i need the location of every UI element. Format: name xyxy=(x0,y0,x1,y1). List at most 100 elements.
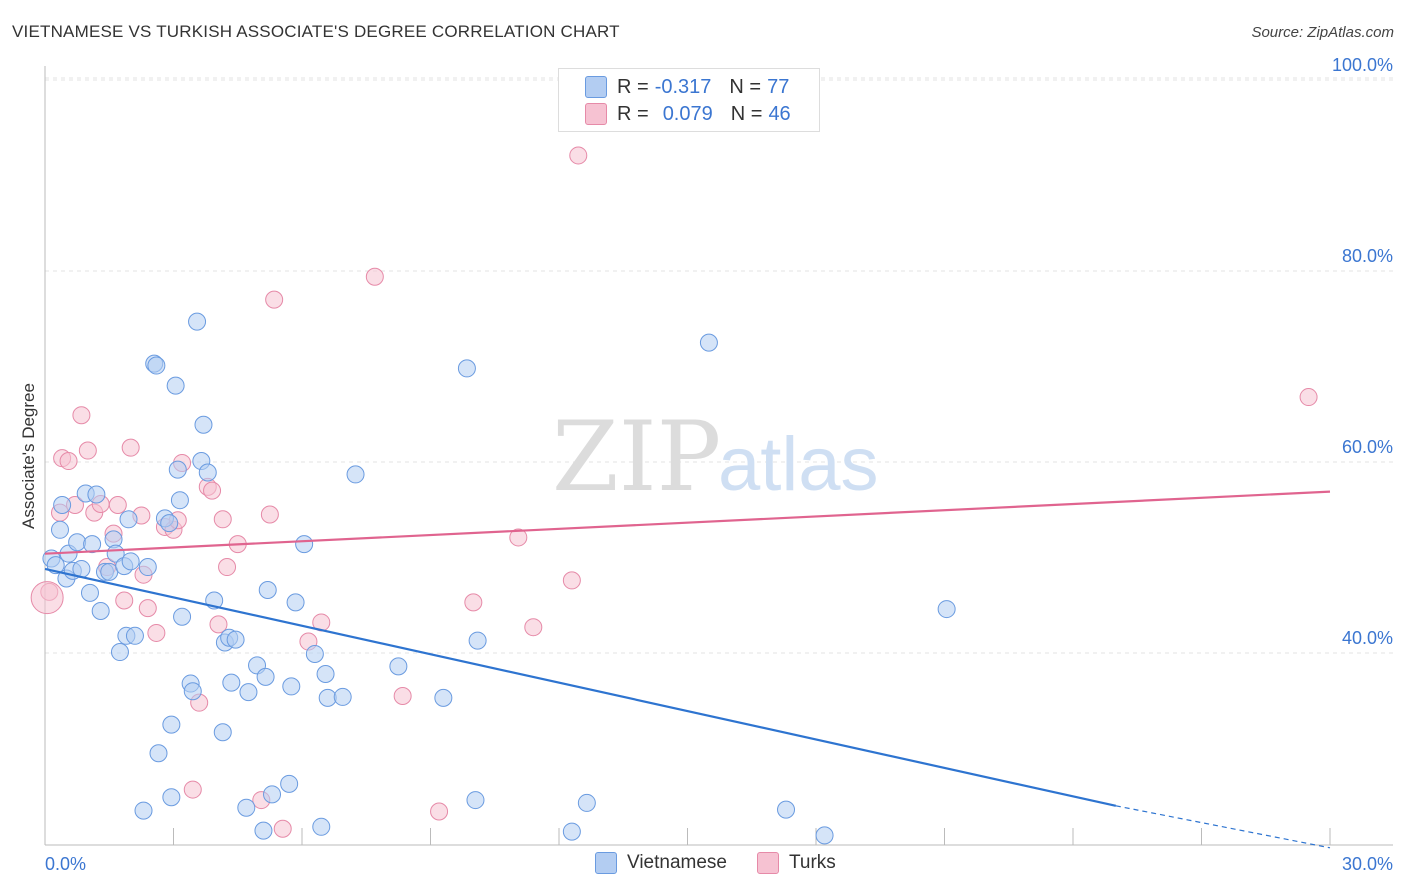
turks-point xyxy=(138,599,157,618)
legend-row-turks: R = 0.079 N = 46 xyxy=(585,101,791,127)
n-value: 46 xyxy=(768,102,791,125)
legend-label-vietnamese: Vietnamese xyxy=(627,852,727,873)
vietnamese-point xyxy=(562,822,581,841)
vietnamese-point xyxy=(305,644,324,663)
vietnamese-point xyxy=(312,817,331,836)
turks-trend-line xyxy=(44,490,1331,555)
y-axis-label: Associate's Degree xyxy=(19,383,38,529)
turks-point xyxy=(121,438,140,457)
vietnamese-point xyxy=(777,800,796,819)
vietnamese-point xyxy=(815,826,834,845)
turks-point xyxy=(108,495,127,514)
vietnamese-point xyxy=(125,626,144,645)
turks-point xyxy=(265,290,284,309)
vietnamese-point xyxy=(121,552,140,571)
x-tick-label: 30.0% xyxy=(1342,854,1393,874)
vietnamese-point xyxy=(254,821,273,840)
turks-point xyxy=(59,452,78,471)
turks-point xyxy=(30,581,64,615)
turks-point xyxy=(147,623,166,642)
y-tick-label: 80.0% xyxy=(1342,246,1393,266)
vietnamese-swatch xyxy=(585,76,607,98)
source-credit: Source: ZipAtlas.com xyxy=(1251,24,1394,41)
vietnamese-point xyxy=(162,788,181,807)
vietnamese-point xyxy=(160,514,179,533)
vietnamese-point xyxy=(83,535,102,554)
legend-label-turks: Turks xyxy=(789,852,836,873)
vietnamese-point xyxy=(53,495,72,514)
r-label: R = xyxy=(617,102,649,125)
y-tick-labels: 40.0% 60.0% 80.0% 100.0% xyxy=(1332,55,1393,648)
turks-point xyxy=(365,267,384,286)
vietnamese-point xyxy=(110,643,129,662)
x-tick-label: 0.0% xyxy=(45,854,86,874)
vietnamese-point xyxy=(256,667,275,686)
y-tick-label: 40.0% xyxy=(1342,628,1393,648)
gridlines xyxy=(45,77,1393,654)
vietnamese-point xyxy=(316,665,335,684)
turks-point xyxy=(260,505,279,524)
vietnamese-point xyxy=(226,630,245,649)
vietnamese-point xyxy=(149,744,168,763)
x-tick-labels: 0.0% 30.0% xyxy=(45,854,1393,874)
legend-row-vietnamese: R = -0.317 N = 77 xyxy=(585,74,789,100)
turks-point xyxy=(393,686,412,705)
turks-point xyxy=(213,510,232,529)
series-vietnamese-points xyxy=(42,312,956,845)
vietnamese-point xyxy=(239,683,258,702)
vietnamese-point xyxy=(213,723,232,742)
vietnamese-point xyxy=(162,715,181,734)
vietnamese-point xyxy=(577,793,596,812)
vietnamese-point xyxy=(166,376,185,395)
vietnamese-point xyxy=(80,583,99,602)
vietnamese-point xyxy=(183,682,202,701)
legend-item-vietnamese[interactable]: Vietnamese xyxy=(595,852,727,874)
vietnamese-trend-line xyxy=(44,567,1117,807)
correlation-legend: R = -0.317 N = 77 R = 0.079 N = 46 xyxy=(558,68,820,132)
vietnamese-point xyxy=(282,677,301,696)
turks-point xyxy=(209,615,228,634)
legend-item-turks[interactable]: Turks xyxy=(757,852,836,874)
vietnamese-point xyxy=(699,333,718,352)
vietnamese-point xyxy=(346,465,365,484)
vietnamese-point xyxy=(147,356,166,375)
turks-point xyxy=(430,802,449,821)
turks-point xyxy=(218,558,237,577)
vietnamese-point xyxy=(468,631,487,650)
vietnamese-point xyxy=(91,601,110,620)
turks-point xyxy=(1299,388,1318,407)
vietnamese-point xyxy=(170,491,189,510)
vietnamese-point xyxy=(119,510,138,529)
vietnamese-point xyxy=(50,520,69,539)
watermark-atlas: atlas xyxy=(718,422,879,507)
turks-point xyxy=(203,481,222,500)
turks-point xyxy=(72,406,91,425)
trend-lines xyxy=(44,490,1331,849)
turks-point xyxy=(509,528,528,547)
series-turks-points xyxy=(30,146,1318,838)
vietnamese-swatch xyxy=(595,852,617,874)
r-value: -0.317 xyxy=(654,75,712,98)
vietnamese-point xyxy=(168,460,187,479)
vietnamese-point xyxy=(194,415,213,434)
vietnamese-point xyxy=(280,774,299,793)
vietnamese-trend-extension xyxy=(1115,805,1331,849)
vietnamese-point xyxy=(389,657,408,676)
n-label: N = xyxy=(729,75,762,98)
vietnamese-point xyxy=(222,673,241,692)
turks-point xyxy=(273,819,292,838)
vietnamese-point xyxy=(138,558,157,577)
vietnamese-point xyxy=(258,580,277,599)
vietnamese-point xyxy=(295,535,314,554)
turks-point xyxy=(78,441,97,460)
vietnamese-point xyxy=(173,607,192,626)
vietnamese-point xyxy=(87,485,106,504)
series-legend: Vietnamese Turks xyxy=(595,852,866,874)
y-tick-label: 60.0% xyxy=(1342,437,1393,457)
vietnamese-point xyxy=(333,687,352,706)
turks-point xyxy=(464,593,483,612)
vietnamese-point xyxy=(188,312,207,331)
vietnamese-point xyxy=(286,593,305,612)
turks-point xyxy=(524,618,543,637)
